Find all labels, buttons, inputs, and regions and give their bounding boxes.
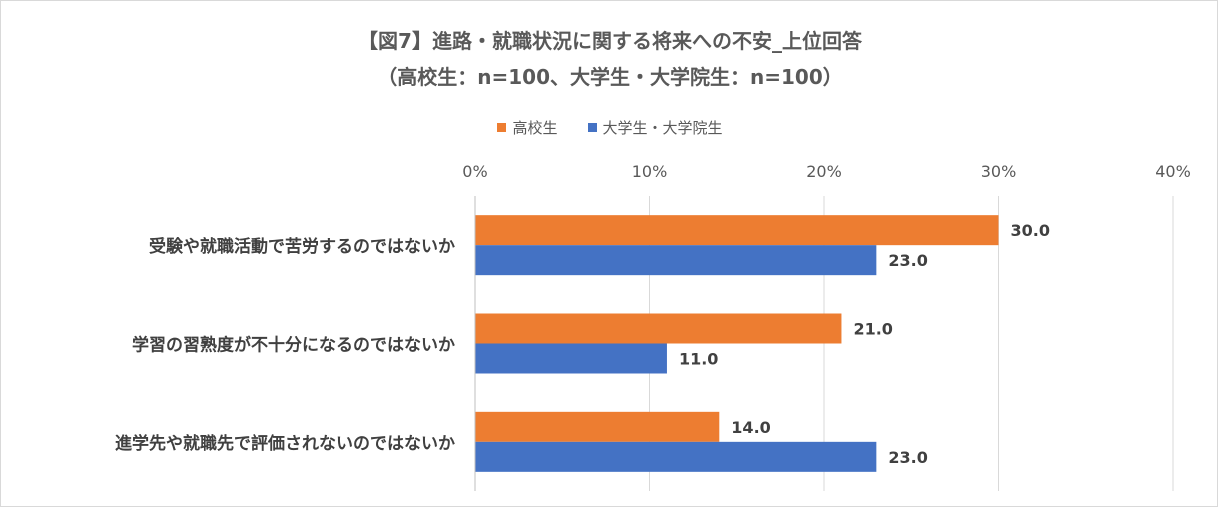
x-tick-label: 40% <box>1155 162 1191 181</box>
bar <box>475 343 667 374</box>
x-tick-label: 0% <box>462 162 487 181</box>
x-tick-label: 20% <box>806 162 842 181</box>
legend: 高校生 大学生・大学院生 <box>1 117 1217 138</box>
category-label: 受験や就職活動で苦労するのではないか <box>149 236 455 257</box>
legend-label-university: 大学生・大学院生 <box>602 119 723 137</box>
data-label: 11.0 <box>679 350 718 369</box>
bar <box>475 313 842 344</box>
data-label: 30.0 <box>1011 221 1050 240</box>
legend-label-highschool: 高校生 <box>512 119 558 137</box>
chart-subtitle: （高校生：n=100、大学生・大学院生：n=100） <box>377 65 843 89</box>
bar <box>475 215 999 246</box>
data-label: 21.0 <box>853 320 892 339</box>
legend-swatch-university <box>587 123 597 132</box>
category-label: 進学先や就職先で評価されないのではないか <box>115 433 455 454</box>
category-label: 学習の習熟度が不十分になるのではないか <box>132 335 455 356</box>
bar <box>475 245 877 276</box>
data-label: 14.0 <box>731 418 770 437</box>
legend-item-highschool: 高校生 <box>497 117 558 138</box>
data-label: 23.0 <box>888 251 927 270</box>
chart-title: 【図7】進路・就職状況に関する将来への不安_上位回答 <box>358 29 862 53</box>
x-tick-label: 10% <box>632 162 668 181</box>
data-label: 23.0 <box>888 448 927 467</box>
x-tick-label: 30% <box>981 162 1017 181</box>
bar <box>475 441 877 472</box>
legend-swatch-highschool <box>497 123 507 132</box>
legend-item-university: 大学生・大学院生 <box>587 117 723 138</box>
bar <box>475 411 720 442</box>
